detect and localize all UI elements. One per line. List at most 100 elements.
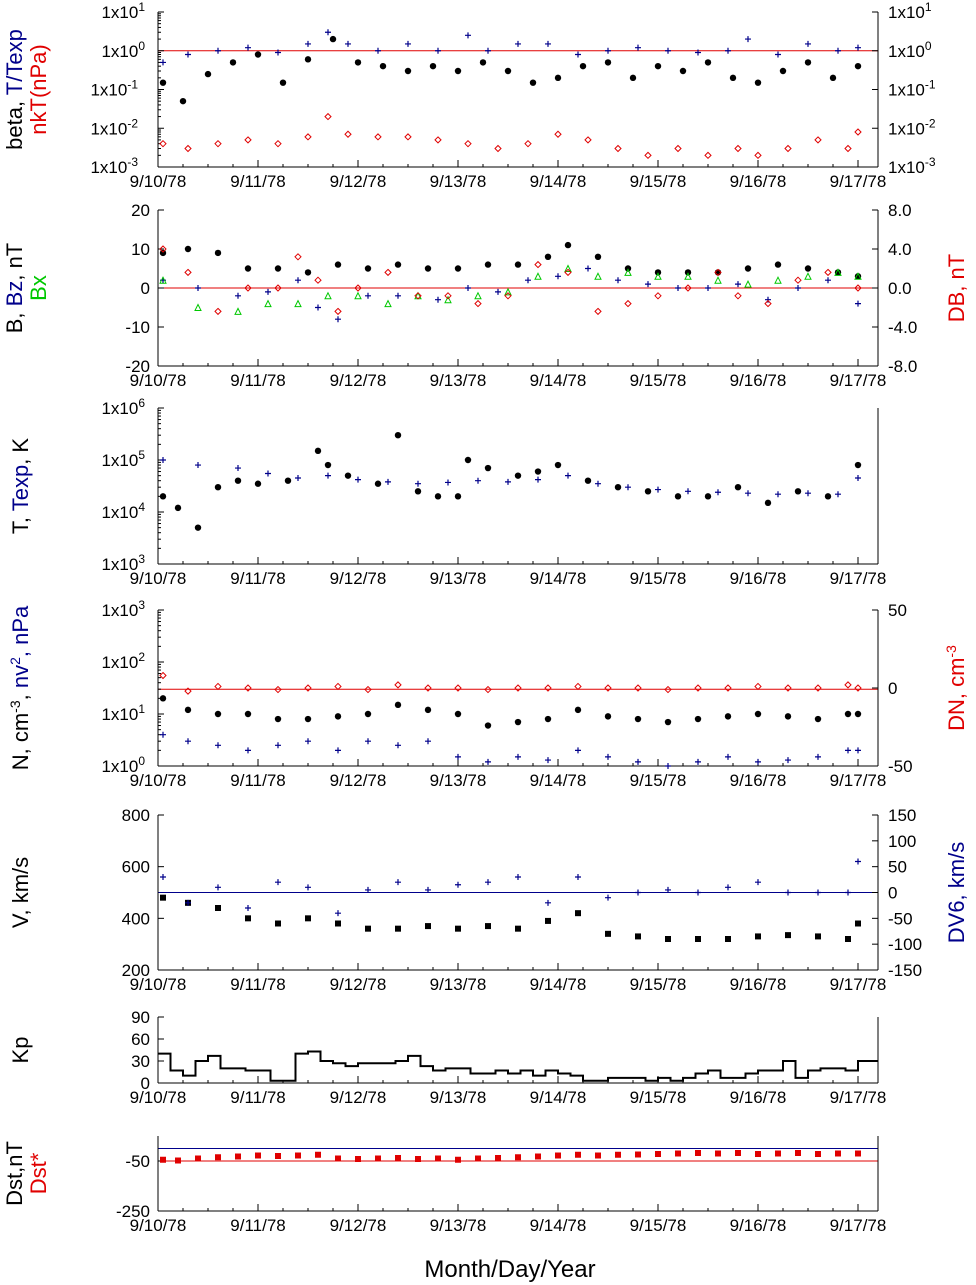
data-point xyxy=(725,753,731,760)
y-tick-label: 1x103 xyxy=(101,598,145,620)
data-point xyxy=(845,889,851,896)
data-point xyxy=(704,493,712,500)
data-point xyxy=(755,758,761,765)
data-point xyxy=(575,747,581,754)
data-point xyxy=(214,710,222,718)
data-point xyxy=(355,1156,361,1162)
data-point xyxy=(215,47,221,54)
data-point xyxy=(605,47,611,54)
data-point xyxy=(335,920,341,927)
data-point xyxy=(365,292,371,299)
data-point xyxy=(424,265,432,272)
data-point xyxy=(335,910,341,917)
data-point xyxy=(494,144,502,153)
data-point xyxy=(595,1152,601,1159)
data-point xyxy=(335,747,341,754)
data-point xyxy=(735,281,741,288)
data-point xyxy=(485,923,491,930)
data-point xyxy=(404,67,412,75)
data-point xyxy=(394,431,402,439)
data-point xyxy=(215,905,221,911)
data-point xyxy=(454,493,462,500)
data-point xyxy=(555,273,561,280)
x-tick-label: 9/14/78 xyxy=(530,371,587,390)
right-y-tick-label: -50 xyxy=(888,757,913,776)
data-point xyxy=(695,1150,701,1156)
data-point xyxy=(695,758,701,765)
data-point xyxy=(364,265,372,272)
data-point xyxy=(455,1156,461,1163)
data-point xyxy=(784,713,792,720)
data-point xyxy=(584,136,592,144)
data-point xyxy=(194,303,202,311)
data-point xyxy=(534,468,542,475)
data-point xyxy=(364,685,372,694)
data-point xyxy=(545,757,551,764)
data-point xyxy=(654,272,662,280)
data-point xyxy=(295,277,301,284)
data-point xyxy=(484,722,492,729)
x-tick-label: 9/17/78 xyxy=(830,771,887,790)
data-point xyxy=(515,1154,521,1161)
x-tick-label: 9/10/78 xyxy=(130,771,187,790)
data-point xyxy=(594,272,602,280)
data-point xyxy=(464,456,472,464)
data-point xyxy=(835,491,841,498)
data-point xyxy=(304,684,312,692)
data-point xyxy=(160,1156,166,1163)
data-point xyxy=(734,292,742,300)
data-point xyxy=(814,715,822,723)
data-point xyxy=(855,1150,861,1157)
data-point xyxy=(575,910,581,917)
right-y-tick-label: 0.0 xyxy=(888,279,912,298)
y-tick-label: 800 xyxy=(122,806,150,825)
data-point xyxy=(324,291,332,300)
data-point xyxy=(274,685,282,694)
x-tick-label: 9/16/78 xyxy=(730,771,787,790)
data-point xyxy=(185,899,191,906)
data-point xyxy=(485,47,491,54)
panel-N: 9/10/78 9/11/78 9/12/78 9/13/78 9/14/78 9/15/… xyxy=(7,598,969,790)
data-point xyxy=(615,1151,621,1158)
data-point xyxy=(679,67,687,75)
right-y-tick-label: 1x10-1 xyxy=(888,78,936,100)
data-point xyxy=(474,291,482,300)
data-point xyxy=(855,44,861,51)
data-point xyxy=(635,889,641,896)
data-point xyxy=(254,480,262,487)
x-tick-label: 9/17/78 xyxy=(830,1088,887,1107)
x-tick-label: 9/16/78 xyxy=(730,371,787,390)
data-point xyxy=(585,265,591,272)
data-point xyxy=(574,682,582,691)
data-point xyxy=(495,288,501,295)
data-point xyxy=(614,144,622,153)
data-point xyxy=(305,40,311,47)
data-point xyxy=(384,299,392,308)
data-point xyxy=(775,1150,781,1157)
data-point xyxy=(834,269,842,276)
data-point xyxy=(245,915,251,922)
data-point xyxy=(395,925,401,932)
data-point xyxy=(184,687,192,695)
data-point xyxy=(455,925,461,932)
data-point xyxy=(315,304,321,311)
data-point xyxy=(305,738,311,745)
data-point xyxy=(554,130,562,138)
right-y-tick-label: 50 xyxy=(888,858,907,877)
right-y-tick-label: -150 xyxy=(888,961,922,980)
x-tick-label: 9/15/78 xyxy=(630,1216,687,1235)
data-point xyxy=(744,279,752,288)
data-point xyxy=(854,273,862,280)
data-point xyxy=(454,265,462,272)
y-axis-label: Dst,nT xyxy=(2,1141,27,1206)
data-point xyxy=(274,715,282,723)
data-point xyxy=(325,472,331,479)
data-point xyxy=(534,272,542,280)
right-y-tick-label: 50 xyxy=(888,601,907,620)
data-point xyxy=(344,472,352,479)
data-point xyxy=(275,920,281,927)
data-point xyxy=(729,74,737,82)
data-point xyxy=(794,488,802,495)
data-point xyxy=(344,130,352,138)
